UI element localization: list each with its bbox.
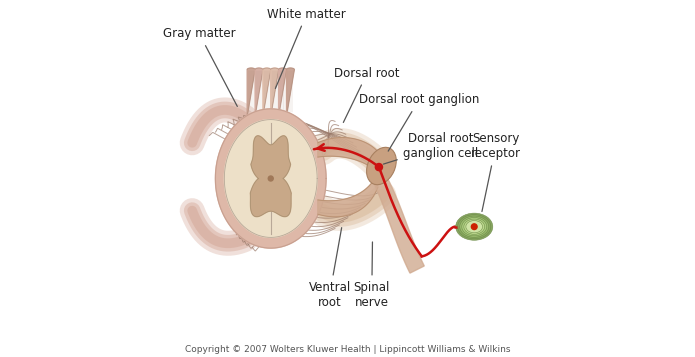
Ellipse shape — [466, 221, 482, 233]
Text: Ventral
root: Ventral root — [309, 228, 351, 308]
Text: Gray matter: Gray matter — [163, 27, 237, 106]
Text: White matter: White matter — [267, 8, 346, 89]
Text: Sensory
receptor: Sensory receptor — [471, 132, 521, 211]
Polygon shape — [215, 109, 326, 248]
Polygon shape — [318, 137, 378, 173]
Polygon shape — [279, 68, 286, 116]
Polygon shape — [255, 68, 263, 116]
Text: Copyright © 2007 Wolters Kluwer Health | Lippincott Williams & Wilkins: Copyright © 2007 Wolters Kluwer Health |… — [185, 345, 510, 354]
Text: Spinal
nerve: Spinal nerve — [354, 242, 390, 308]
Polygon shape — [247, 68, 255, 116]
Text: Dorsal root: Dorsal root — [334, 67, 400, 122]
Polygon shape — [318, 173, 378, 217]
Circle shape — [471, 224, 477, 230]
Ellipse shape — [461, 218, 486, 236]
Ellipse shape — [458, 215, 491, 239]
Polygon shape — [250, 136, 291, 217]
Polygon shape — [375, 180, 424, 273]
Polygon shape — [286, 68, 294, 116]
Polygon shape — [271, 68, 279, 116]
Circle shape — [375, 164, 382, 171]
Text: Dorsal root ganglion: Dorsal root ganglion — [359, 94, 479, 151]
Circle shape — [268, 176, 273, 181]
Ellipse shape — [366, 147, 396, 185]
Polygon shape — [263, 68, 271, 116]
Text: Dorsal root
ganglion cell: Dorsal root ganglion cell — [384, 132, 478, 164]
Ellipse shape — [456, 213, 493, 240]
Polygon shape — [224, 120, 317, 237]
Ellipse shape — [460, 216, 489, 237]
Ellipse shape — [464, 219, 484, 234]
